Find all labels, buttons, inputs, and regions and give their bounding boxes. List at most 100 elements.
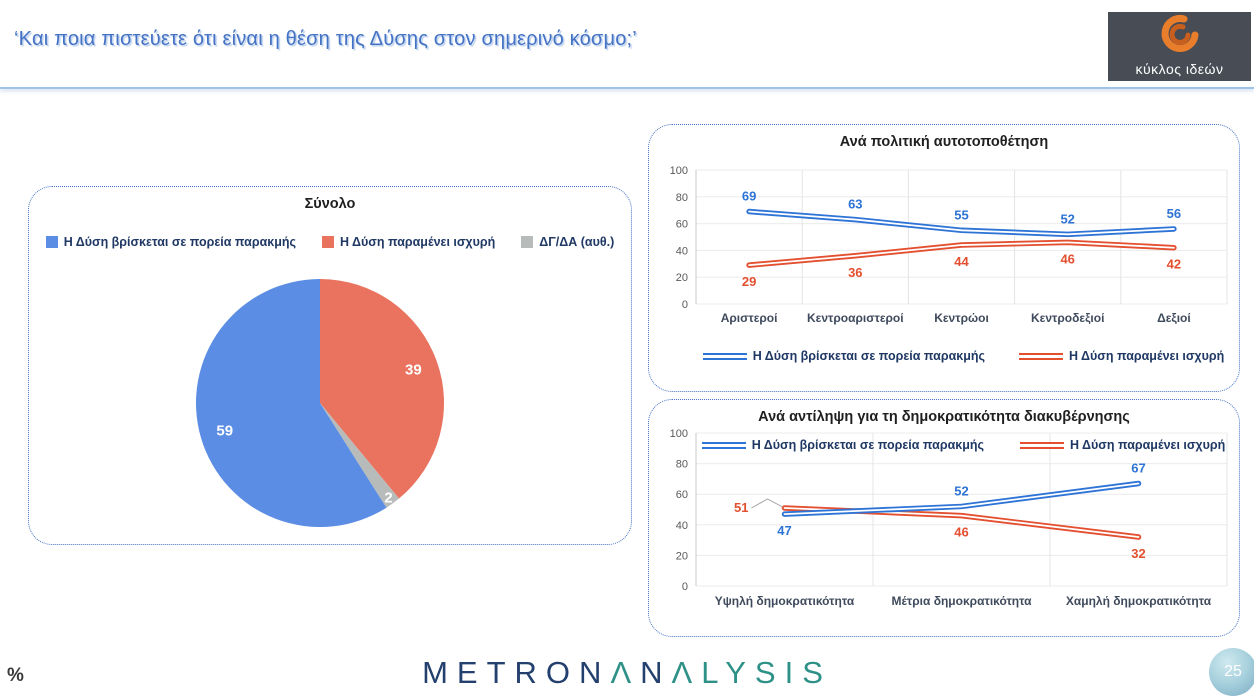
- metron-analysis-logo: METRONΛNΛLYSIS: [0, 655, 1254, 691]
- legend-line-blue: [701, 441, 746, 449]
- y-tick-label: 60: [676, 219, 688, 231]
- data-label: 29: [742, 274, 756, 289]
- series-line-core: [783, 482, 1140, 515]
- y-tick-label: 0: [682, 581, 688, 593]
- category-label: Κεντροδεξιοί: [1031, 311, 1104, 325]
- legend-label: Η Δύση βρίσκεται σε πορεία παρακμής: [63, 235, 297, 249]
- data-label: 44: [954, 254, 969, 269]
- y-tick-label: 60: [676, 489, 688, 501]
- logo-text: κύκλος ιδεών: [1135, 61, 1224, 77]
- legend-line-blue: [702, 352, 747, 360]
- category-label: Υψηλή δημοκρατικότητα: [715, 594, 855, 608]
- category-label: Μέτρια δημοκρατικότητα: [891, 594, 1032, 608]
- data-label-callout: [751, 498, 783, 509]
- brand-letter: L: [701, 655, 726, 690]
- legend-item: Η Δύση παραμένει ισχυρή: [322, 235, 495, 249]
- legend-label: Η Δύση παραμένει ισχυρή: [340, 235, 496, 249]
- pie-slice: [320, 279, 444, 499]
- line-chart-title: Ανά πολιτική αυτοτοποθέτηση: [839, 134, 1049, 150]
- pie-chart-svg: 39 2 59: [195, 279, 444, 527]
- line-chart-democracy-panel: Ανά αντίληψη για τη δημοκρατικότητα διακ…: [648, 399, 1240, 637]
- brand-letter: R: [514, 655, 546, 690]
- brand-letter: Λ: [671, 655, 702, 690]
- data-label: 52: [954, 483, 968, 498]
- line-chart-political-panel: Ανά πολιτική αυτοτοποθέτηση 0 20 40 60 80 100…: [648, 124, 1240, 392]
- pie-chart-title: Σύνολο: [304, 196, 356, 212]
- brand-letter: I: [784, 655, 803, 690]
- legend-item: Η Δύση παραμένει ισχυρή: [1020, 438, 1225, 452]
- pie-slice: [320, 403, 400, 508]
- legend-item: Η Δύση βρίσκεται σε πορεία παρακμής: [701, 438, 985, 452]
- y-tick-label: 40: [676, 245, 688, 257]
- brand-letter: Λ: [610, 655, 641, 690]
- pie-slice: [195, 279, 387, 527]
- header-divider: [0, 87, 1254, 89]
- brand-letter: T: [486, 655, 515, 690]
- pie-data-label: 59: [216, 423, 233, 440]
- y-tick-label: 100: [670, 428, 688, 440]
- brand-letter: S: [802, 655, 832, 690]
- legend-swatch-blue: [45, 236, 58, 248]
- brand-letter: N: [579, 655, 611, 690]
- brand-letter: O: [545, 655, 580, 690]
- data-label: 42: [1167, 257, 1181, 272]
- y-tick-label: 80: [676, 192, 688, 204]
- pie-chart-panel: Σύνολο Η Δύση βρίσκεται σε πορεία παρακμ…: [28, 186, 632, 545]
- data-label: 63: [848, 197, 862, 212]
- brand-letter: N: [640, 655, 672, 690]
- page-title: ‘Και ποια πιστεύετε ότι είναι η θέση της…: [14, 28, 637, 50]
- brand-letter: Y: [725, 655, 755, 690]
- pie-data-label: 2: [384, 489, 392, 506]
- percent-label: %: [7, 665, 24, 686]
- brand-letter: M: [422, 655, 457, 690]
- line-chart-title: Ανά αντίληψη για τη δημοκρατικότητα διακ…: [758, 409, 1130, 425]
- category-label: Κεντρώοι: [934, 311, 989, 325]
- series-line-core: [748, 241, 1175, 267]
- y-tick-label: 0: [682, 299, 688, 311]
- line-chart-political-svg: 0 20 40 60 80 100 Αριστεροί Κεντροαριστεροί Κεντ…: [670, 165, 1228, 325]
- data-label: 46: [954, 525, 968, 540]
- legend-line-red: [1020, 441, 1065, 449]
- data-label: 52: [1060, 211, 1074, 226]
- legend-item: Η Δύση βρίσκεται σε πορεία παρακμής: [702, 349, 986, 363]
- brand-letter: S: [754, 655, 785, 690]
- y-tick-label: 80: [676, 459, 688, 471]
- line-chart-legend: Η Δύση βρίσκεται σε πορεία παρακμής Η Δύ…: [696, 438, 1231, 452]
- data-label: 32: [1131, 546, 1145, 561]
- legend-label: Η Δύση βρίσκεται σε πορεία παρακμής: [752, 349, 986, 363]
- category-label: Δεξιοί: [1157, 311, 1191, 325]
- legend-item: Η Δύση παραμένει ισχυρή: [1019, 349, 1224, 363]
- y-tick-label: 100: [670, 165, 688, 177]
- y-tick-label: 40: [676, 520, 688, 532]
- kyklos-ideon-logo: κύκλος ιδεών: [1108, 12, 1251, 81]
- pie-legend: Η Δύση βρίσκεται σε πορεία παρακμής Η Δύ…: [39, 235, 621, 249]
- data-label: 56: [1167, 206, 1181, 221]
- data-label: 67: [1131, 460, 1145, 475]
- data-label: 55: [954, 207, 968, 222]
- page-number: 25: [1224, 663, 1242, 680]
- page-number-badge: 25: [1209, 648, 1254, 696]
- data-label: 51: [734, 500, 748, 515]
- data-label: 36: [848, 265, 862, 280]
- line-chart-democracy-svg: 0 20 40 60 80 100 Υψηλή δημοκρατικότητα Μέτρια …: [670, 428, 1228, 608]
- legend-label: ΔΓ/ΔΑ (αυθ.): [539, 235, 615, 249]
- line-chart-legend: Η Δύση βρίσκεται σε πορεία παρακμής Η Δύ…: [696, 349, 1231, 363]
- legend-label: Η Δύση βρίσκεται σε πορεία παρακμής: [751, 438, 985, 452]
- legend-item: ΔΓ/ΔΑ (αυθ.): [521, 235, 614, 249]
- y-tick-label: 20: [676, 550, 688, 562]
- data-label: 69: [742, 189, 756, 204]
- y-tick-label: 20: [676, 272, 688, 284]
- brand-letter: E: [456, 655, 487, 690]
- category-label: Χαμηλή δημοκρατικότητα: [1066, 594, 1212, 608]
- data-label: 47: [777, 523, 791, 538]
- legend-line-red: [1019, 352, 1064, 360]
- category-label: Αριστεροί: [721, 311, 778, 325]
- legend-label: Η Δύση παραμένει ισχυρή: [1069, 349, 1225, 363]
- category-label: Κεντροαριστεροί: [807, 311, 904, 325]
- legend-swatch-red: [322, 236, 335, 248]
- spiral-logo-icon: [1161, 15, 1198, 52]
- data-label: 46: [1060, 251, 1074, 266]
- pie-data-label: 39: [405, 361, 422, 378]
- legend-label: Η Δύση παραμένει ισχυρή: [1070, 438, 1226, 452]
- series-line-core: [748, 210, 1175, 236]
